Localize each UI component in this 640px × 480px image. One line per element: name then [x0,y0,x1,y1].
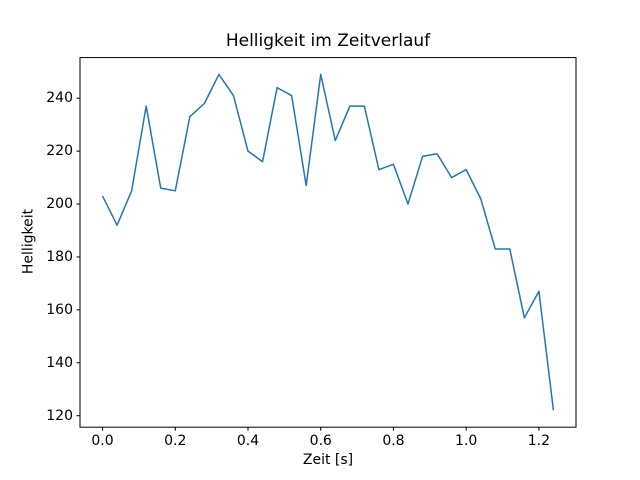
y-tick-label: 240 [46,90,73,107]
brightness-line [101,73,555,411]
chart-title: Helligkeit im Zeitverlauf [225,31,431,51]
axes-spine-box [79,57,577,428]
y-tick-label: 120 [46,407,73,424]
x-tick-label: 1.2 [527,433,551,450]
x-tick-label: 0.8 [382,433,405,450]
x-tick-label: 0.6 [309,433,332,450]
x-tick-label: 0.2 [164,433,187,450]
x-axis-label: Zeit [s] [302,452,354,468]
y-tick-label: 140 [46,354,73,371]
y-tick-label: 220 [46,143,73,160]
x-tick-label: 0.0 [91,433,114,450]
y-tick-label: 200 [46,196,73,213]
x-tick-label: 1.0 [455,433,478,450]
x-tick-label: 0.4 [236,433,260,450]
y-tick-label: 160 [46,301,73,318]
y-tick-label: 180 [46,248,73,265]
